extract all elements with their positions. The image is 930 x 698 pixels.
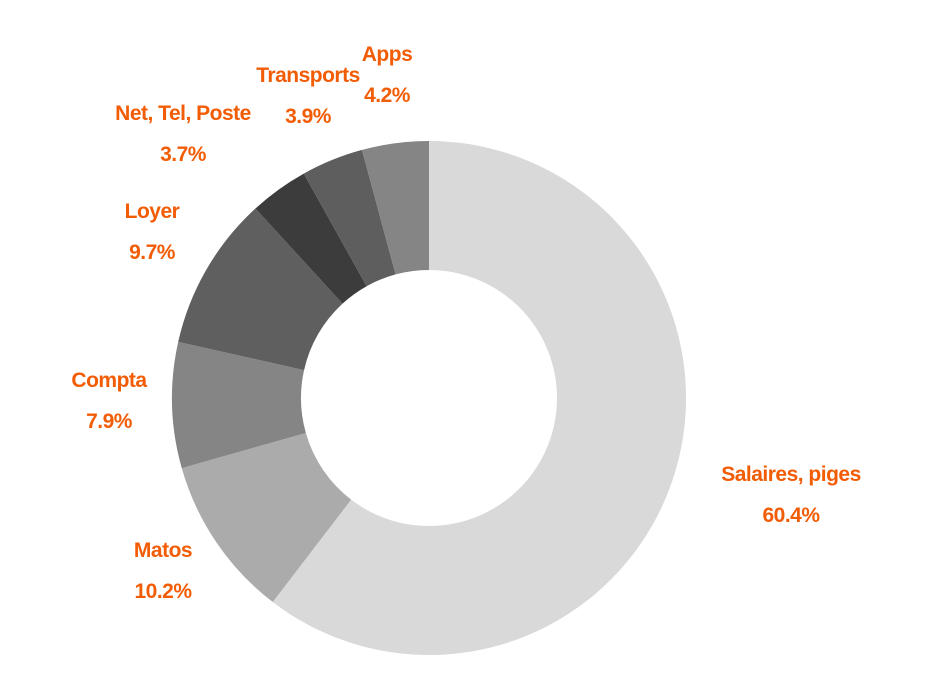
donut-slice-4	[255, 173, 367, 304]
donut-slice-3	[178, 208, 343, 371]
slice-label-percent-6: 4.2%	[364, 84, 411, 107]
slice-label-name-2: Compta	[71, 369, 147, 392]
donut-slice-0	[272, 141, 686, 655]
slice-label-percent-5: 3.9%	[285, 105, 332, 128]
slice-label-percent-2: 7.9%	[86, 410, 133, 433]
slice-label-name-0: Salaires, piges	[721, 463, 861, 486]
slice-label-percent-1: 10.2%	[134, 580, 192, 603]
slice-label-name-4: Net, Tel, Poste	[115, 102, 251, 125]
slice-label-percent-3: 9.7%	[129, 241, 176, 264]
slice-label-percent-0: 60.4%	[762, 504, 820, 527]
donut-slice-2	[172, 341, 306, 469]
slices-layer	[172, 141, 686, 655]
donut-slice-6	[361, 141, 429, 275]
slice-label-name-5: Transports	[256, 64, 360, 87]
slice-label-name-3: Loyer	[125, 200, 180, 223]
slice-label-percent-4: 3.7%	[160, 143, 207, 166]
donut-slice-1	[181, 432, 352, 603]
donut-slice-5	[303, 149, 396, 287]
labels-layer: Salaires, piges 60.4% Matos 10.2% Compta 7.9%…	[71, 43, 861, 603]
slice-label-name-1: Matos	[134, 539, 192, 562]
slice-label-name-6: Apps	[362, 43, 413, 66]
